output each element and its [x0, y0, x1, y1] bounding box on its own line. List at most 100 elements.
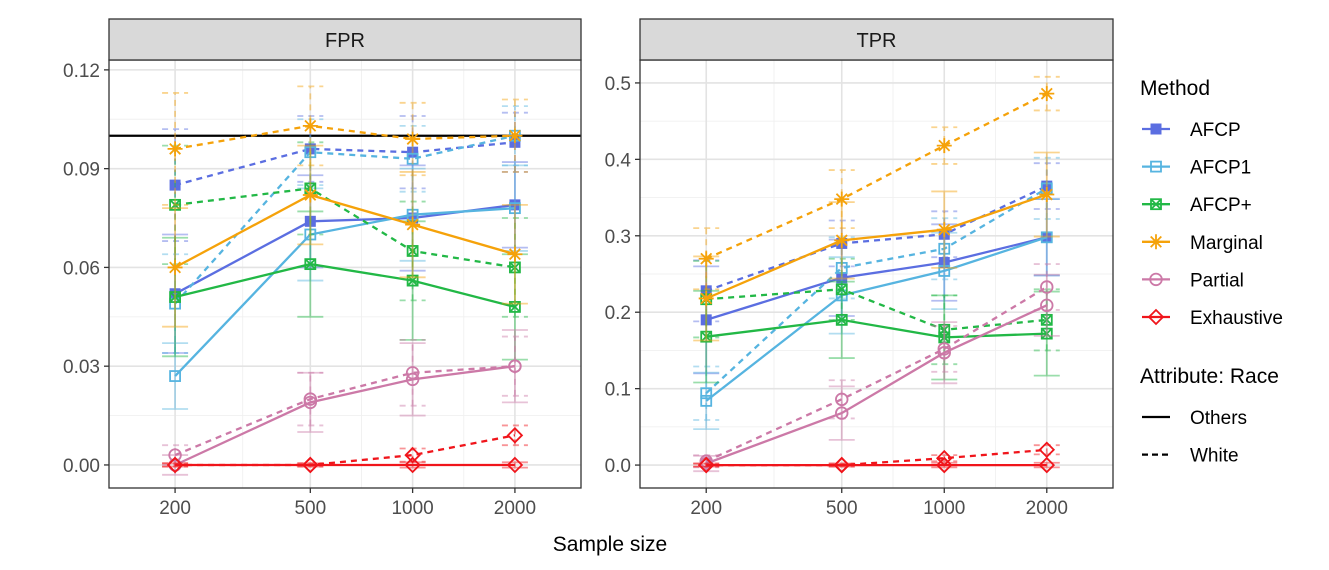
- y-tick-label: 0.12: [63, 61, 100, 82]
- series-line: [705, 193, 1048, 300]
- x-tick-label: 1000: [391, 498, 433, 519]
- series-line: [174, 193, 516, 269]
- legend-label: AFCP1: [1190, 158, 1251, 179]
- data-point: [405, 366, 420, 380]
- error-bar: [501, 111, 528, 173]
- y-tick-label: 0.3: [605, 227, 631, 248]
- data-point: [936, 222, 952, 238]
- legend-item-others: Others: [1142, 408, 1247, 429]
- error-bar: [1033, 288, 1060, 352]
- y-tick-label: 0.5: [605, 74, 631, 95]
- data-point: [506, 427, 524, 444]
- panel-fpr: FPR 0.00 0.03 0.06 0.09 0.12 200 500 1000 2000: [63, 18, 582, 519]
- error-bar: [693, 227, 720, 291]
- data-point: [938, 257, 950, 269]
- data-point: [835, 313, 848, 326]
- x-axis-title: Sample size: [553, 533, 667, 556]
- series-partial-white: [693, 263, 1060, 469]
- y-tick-label: 0.1: [605, 380, 631, 401]
- error-bar: [828, 379, 855, 420]
- series-exhaustive-white: [162, 424, 528, 474]
- legend-item-partial: Partial: [1142, 270, 1244, 291]
- error-bar: [501, 105, 528, 167]
- data-point: [938, 242, 951, 255]
- series-afcp1-white: [693, 156, 1060, 421]
- data-point: [406, 245, 419, 257]
- data-point: [700, 387, 713, 400]
- error-bar: [931, 217, 958, 281]
- series-afcpplus-white: [693, 257, 1060, 366]
- legend-label: White: [1190, 446, 1239, 467]
- series-line: [175, 434, 516, 467]
- error-bar: [931, 454, 958, 463]
- series-partial-others: [693, 273, 1060, 473]
- data-point: [169, 291, 181, 303]
- data-point: [407, 146, 419, 158]
- y-tick-label: 0.00: [63, 456, 100, 477]
- error-bar: [501, 335, 528, 397]
- legend-item-afcp1: AFCP1: [1142, 158, 1251, 179]
- data-point: [936, 138, 952, 154]
- legend-label: Exhaustive: [1190, 308, 1283, 329]
- x-tick-label: 2000: [494, 498, 536, 519]
- legend-label: Marginal: [1190, 233, 1263, 254]
- data-point: [1039, 187, 1055, 203]
- x-tick-label: 200: [690, 498, 722, 519]
- data-point: [304, 258, 317, 271]
- data-point: [405, 131, 421, 147]
- data-point: [169, 370, 181, 382]
- data-point: [835, 261, 848, 274]
- data-point: [700, 314, 712, 326]
- error-bar: [501, 461, 528, 469]
- data-point: [509, 202, 521, 215]
- data-point: [1040, 327, 1053, 340]
- strip-background: [108, 18, 582, 61]
- data-point: [169, 179, 181, 191]
- error-bar: [162, 462, 189, 468]
- data-point: [304, 228, 317, 241]
- series-marginal-white: [162, 85, 528, 206]
- error-bar: [693, 365, 720, 421]
- x-tick-label: 500: [294, 498, 326, 519]
- legend-marker: [1150, 123, 1162, 135]
- series-line: [705, 236, 1048, 321]
- legend-marker: [1150, 160, 1162, 173]
- legend-label: AFCP: [1190, 120, 1241, 141]
- series-line: [174, 262, 516, 309]
- error-bar: [297, 115, 324, 183]
- strip-label: FPR: [325, 30, 365, 52]
- data-point: [697, 456, 715, 474]
- error-bar: [501, 329, 528, 404]
- data-point: [1039, 86, 1055, 102]
- legend-item-marginal: Marginal: [1142, 233, 1263, 254]
- strip-label: TPR: [857, 30, 897, 52]
- data-point: [1038, 441, 1056, 459]
- data-point: [508, 359, 522, 373]
- y-tick-label: 0.0: [605, 456, 631, 477]
- series-line: [705, 236, 1048, 402]
- data-point: [1038, 456, 1056, 474]
- data-point: [698, 290, 714, 306]
- series-line: [705, 187, 1048, 395]
- series-exhaustive-white: [693, 441, 1060, 474]
- error-bar: [1033, 156, 1060, 220]
- plot-background: [109, 60, 581, 488]
- data-point: [835, 392, 849, 407]
- series-line: [705, 185, 1048, 292]
- strip-background: [639, 18, 1114, 61]
- data-point: [303, 392, 318, 406]
- data-point: [700, 394, 713, 407]
- data-point: [835, 283, 848, 296]
- error-bar: [399, 124, 426, 193]
- series-layer: [693, 75, 1060, 474]
- error-bar: [931, 325, 958, 373]
- series-line: [174, 365, 515, 457]
- data-point: [1040, 231, 1053, 244]
- legend-marker: [1150, 198, 1162, 211]
- legend-item-exhaustive: Exhaustive: [1142, 308, 1283, 329]
- series-line: [705, 286, 1048, 463]
- series-marginal-others: [162, 144, 528, 328]
- series-line: [174, 134, 516, 305]
- y-tick-label: 0.4: [605, 150, 632, 171]
